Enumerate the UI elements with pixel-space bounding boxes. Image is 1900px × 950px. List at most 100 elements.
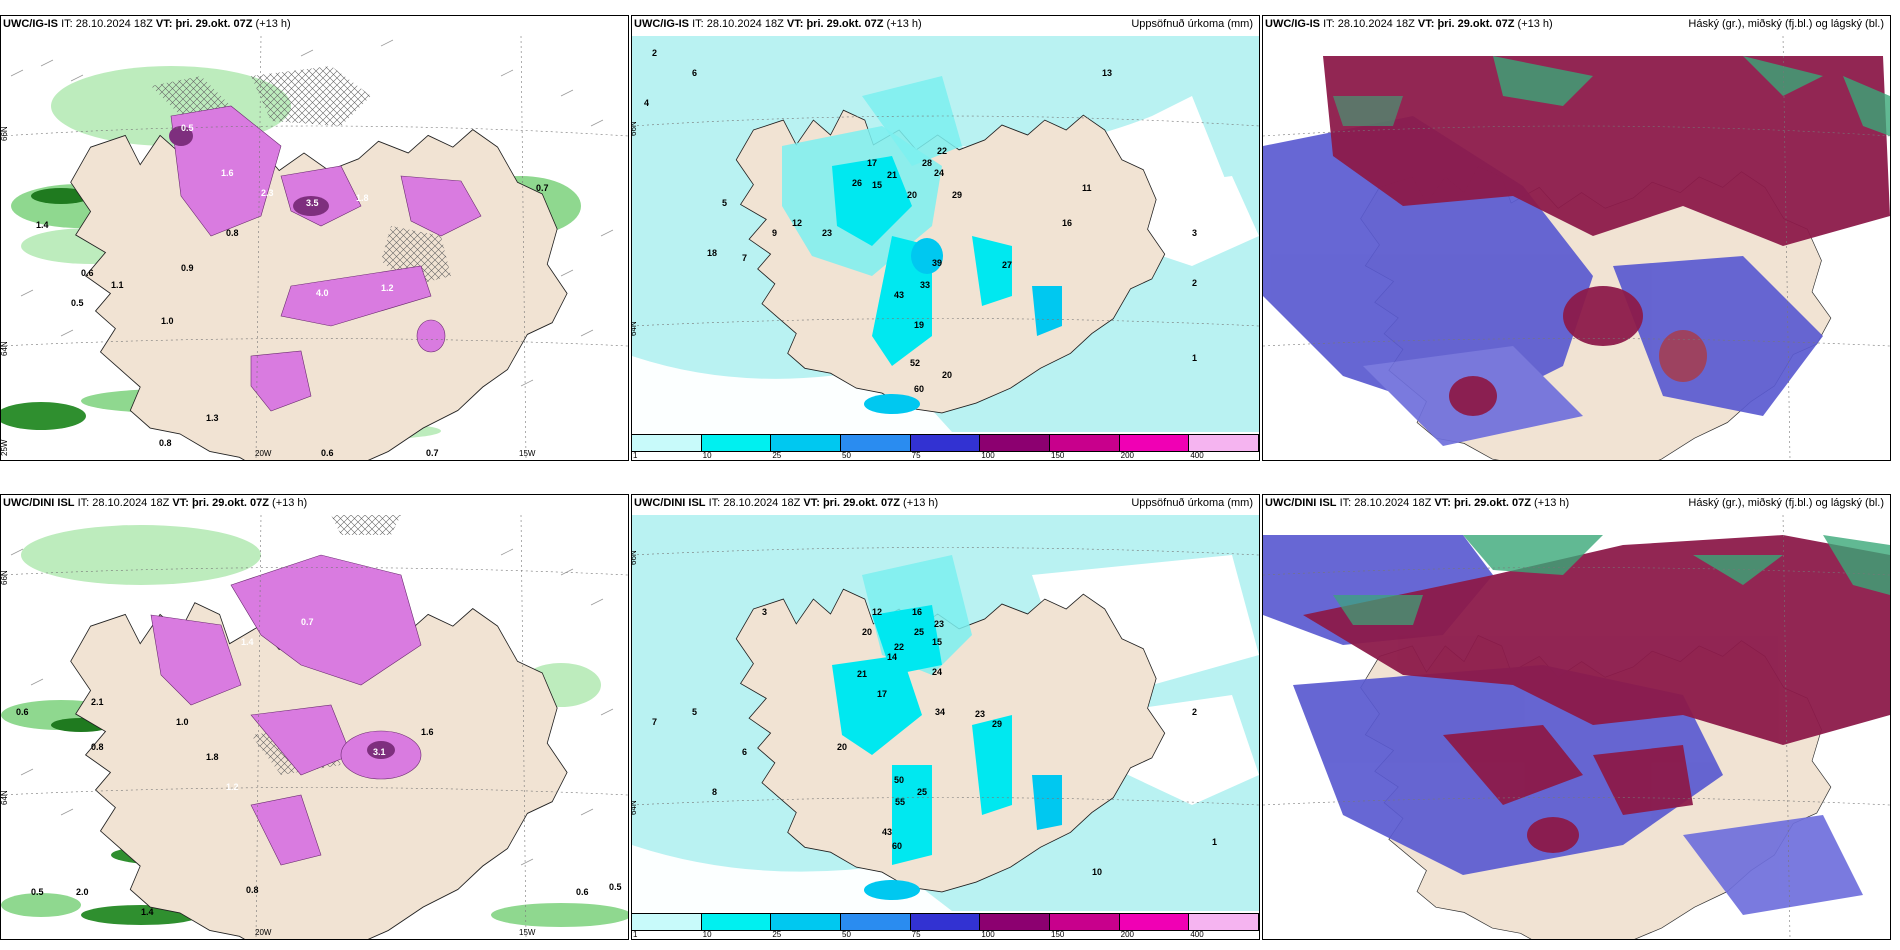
value-label: 23: [934, 619, 944, 629]
model-name: UWC/DINI ISL: [1265, 497, 1337, 509]
colorbar-swatch: [1119, 914, 1190, 930]
colorbar-tick: 200: [1120, 451, 1135, 460]
value-label: 11: [1082, 183, 1092, 193]
colorbar-tick: 150: [1051, 451, 1065, 460]
value-label: 25: [914, 627, 924, 637]
value-label: 1.4: [36, 220, 49, 230]
colorbar-swatch: [701, 914, 772, 930]
model-name: UWC/IG-IS: [3, 18, 58, 30]
colorbar-tick: 400: [1190, 451, 1204, 460]
axis-lon-15: 15W: [519, 449, 536, 458]
axis-lat-64: 64N: [632, 800, 638, 815]
lead-time: (+13 h): [1534, 497, 1570, 509]
value-label: 33: [920, 280, 930, 290]
colorbar-tick: 1: [633, 930, 638, 939]
value-label: 12: [872, 607, 882, 617]
value-label: 20: [907, 190, 917, 200]
colorbar-swatch: [632, 435, 702, 451]
colorbar-swatch: [910, 914, 981, 930]
panel-dini-clouds: UWC/DINI ISL IT: 28.10.2024 18Z VT: þri.…: [1262, 494, 1891, 940]
colorbar-swatch: [1050, 435, 1120, 451]
colorbar-tick: 50: [842, 930, 851, 939]
glacier-hatch: [151, 66, 451, 286]
map-view[interactable]: 66N 64N 3 5 7 6 8 12 16 20 25 23 15 22 2…: [632, 515, 1259, 911]
value-label: 5: [722, 198, 727, 208]
value-label: 55: [895, 797, 905, 807]
vt-time: þri. 29.okt. 07Z: [822, 497, 900, 509]
value-label: 16: [912, 607, 922, 617]
it-time: 28.10.2024 18Z: [1354, 497, 1432, 509]
value-label: 0.5: [609, 882, 622, 892]
colorbar-tick: 400: [1190, 930, 1204, 939]
map-view[interactable]: [1263, 515, 1890, 939]
it-label: IT:: [708, 497, 721, 509]
it-time: 28.10.2024 18Z: [92, 497, 170, 509]
value-label: 17: [877, 689, 887, 699]
lead-time: (+13 h): [255, 18, 291, 30]
colorbar-swatch: [1189, 435, 1259, 451]
value-label: 7: [652, 717, 657, 727]
value-label: 50: [894, 775, 904, 785]
value-label: 0.8: [226, 228, 239, 238]
panel-title: Uppsöfnuð úrkoma (mm): [1131, 18, 1253, 30]
value-label: 0.8: [91, 742, 104, 752]
value-label: 1.2: [226, 782, 239, 792]
panel-header: UWC/IG-IS IT: 28.10.2024 18Z VT: þri. 29…: [3, 18, 624, 34]
value-label: 28: [922, 158, 932, 168]
panel-ig-is-wind-precip: UWC/IG-IS IT: 28.10.2024 18Z VT: þri. 29…: [0, 15, 629, 461]
vt-label: VT:: [155, 18, 173, 30]
graticule: [1, 515, 628, 939]
panel-dini-accum-precip: UWC/DINI ISL IT: 28.10.2024 18Z VT: þri.…: [631, 494, 1260, 940]
value-label: 17: [867, 158, 877, 168]
value-label: 0.7: [301, 617, 314, 627]
value-label: 1.1: [111, 280, 124, 290]
it-label: IT:: [1323, 18, 1335, 30]
vt-label: VT:: [172, 497, 189, 509]
value-label: 9: [772, 228, 777, 238]
map-view[interactable]: 66N 64N 20W 15W 0.6 1.0 1.4 1.8 0.7 2.1 …: [1, 515, 628, 939]
value-label: 1.8: [206, 752, 219, 762]
value-label: 0.7: [426, 448, 439, 458]
value-label: 1.4: [241, 637, 254, 647]
colorbar-swatches: [632, 913, 1259, 931]
value-label: 21: [887, 170, 897, 180]
vt-time: þri. 29.okt. 07Z: [806, 18, 884, 30]
value-label: 2.1: [91, 697, 104, 707]
value-label: 15: [932, 637, 942, 647]
lead-time: (+13 h): [1517, 18, 1553, 30]
value-label: 3: [762, 607, 767, 617]
value-label: 8: [712, 787, 717, 797]
value-label: 0.6: [81, 268, 94, 278]
value-label: 0.8: [159, 438, 172, 448]
value-label: 19: [914, 320, 924, 330]
model-name: UWC/IG-IS: [1265, 18, 1320, 30]
colorbar-tick: 10: [702, 930, 712, 939]
value-label: 0.6: [576, 887, 589, 897]
axis-lon-25: 25W: [1, 439, 9, 456]
map-view[interactable]: 66N 64N 20W 15W 25W 0.5 1.6 2.3 3.5 1.8 …: [1, 36, 628, 460]
value-label: 39: [932, 258, 942, 268]
panel-title: Háský (gr.), miðský (fj.bl.) og lágský (…: [1688, 497, 1884, 509]
value-label: 0.6: [321, 448, 334, 458]
colorbar-swatch: [980, 914, 1051, 930]
colorbar-tick: 200: [1120, 930, 1135, 939]
precip-purple: [150, 554, 422, 866]
value-label: 1: [1212, 837, 1217, 847]
value-label: 18: [707, 248, 717, 258]
map-view[interactable]: 66N 64N 2 4 6 5 7 9 12 13 23 26 15 17 21…: [632, 36, 1259, 432]
colorbar-tick: 75: [911, 930, 921, 939]
colorbar-swatch: [701, 435, 772, 451]
model-name: UWC/IG-IS: [634, 18, 689, 30]
colorbar-tick: 25: [772, 930, 782, 939]
vt-time: þri. 29.okt. 07Z: [1453, 497, 1531, 509]
it-label: IT:: [77, 497, 90, 509]
value-label: 6: [692, 68, 697, 78]
panel-title: Uppsöfnuð úrkoma (mm): [1131, 497, 1253, 509]
map-view[interactable]: [1263, 36, 1890, 460]
value-label: 23: [822, 228, 832, 238]
value-label: 2: [1192, 707, 1197, 717]
value-label: 22: [894, 642, 904, 652]
model-name: UWC/DINI ISL: [3, 497, 75, 509]
colorbar-swatch: [771, 914, 842, 930]
value-label: 1.8: [356, 193, 369, 203]
